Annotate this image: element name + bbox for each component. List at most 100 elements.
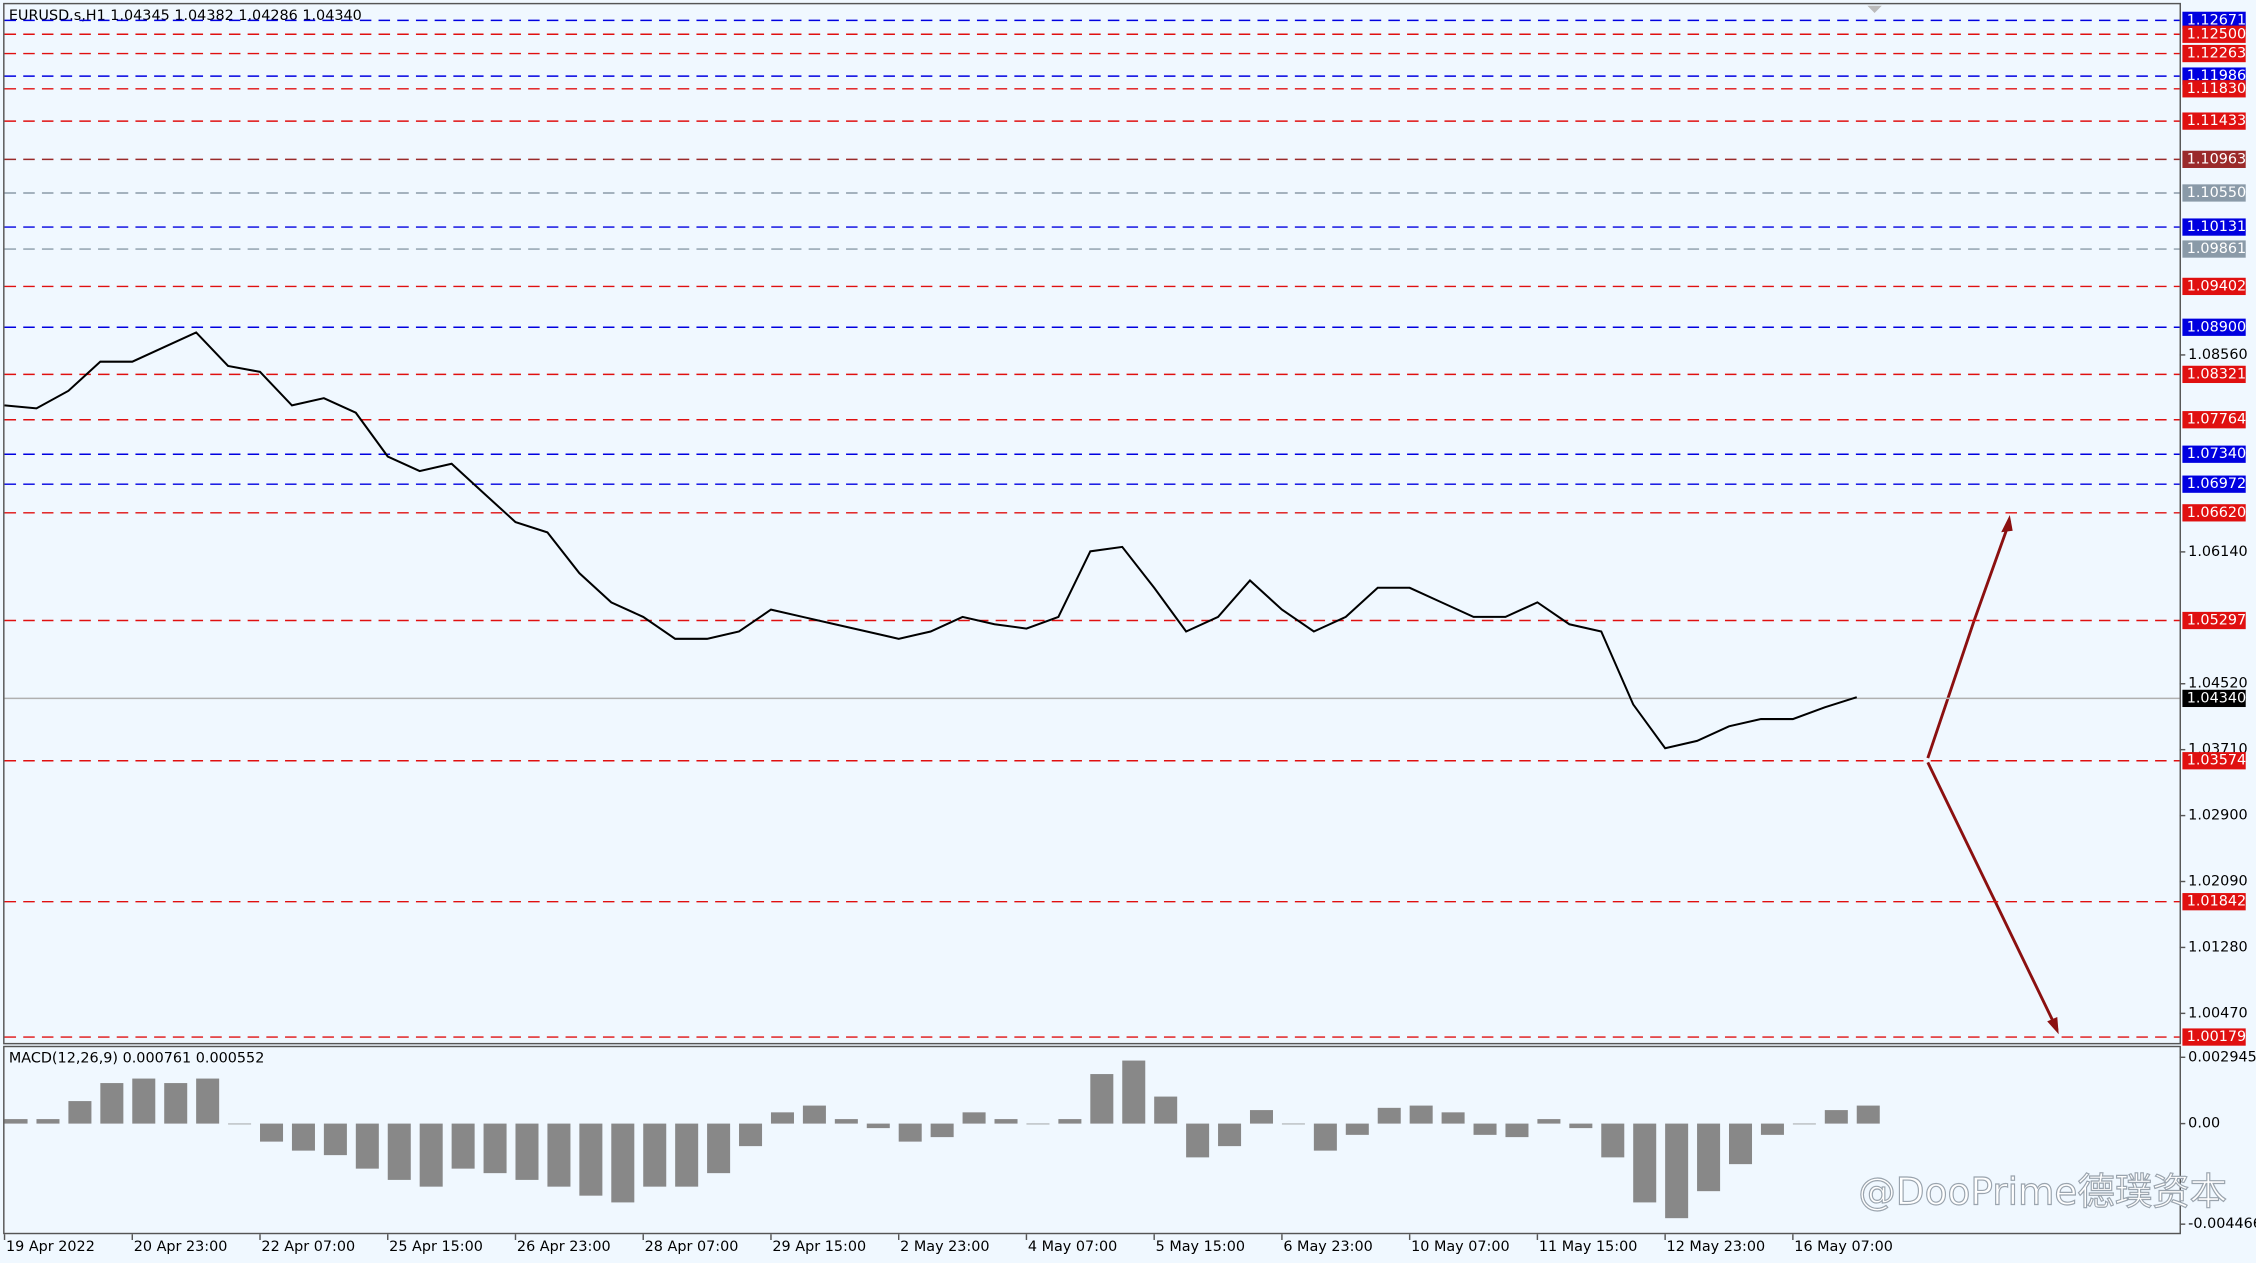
macd-bar [164, 1083, 188, 1124]
macd-bar [962, 1112, 986, 1124]
macd-bar [1249, 1110, 1274, 1124]
macd-bar [1697, 1123, 1721, 1192]
macd-bar [866, 1123, 890, 1129]
macd-bar [1186, 1123, 1210, 1158]
y-tick-label: -0.004466 [2188, 1216, 2256, 1232]
macd-bar [1058, 1119, 1082, 1124]
x-tick-label: 11 May 15:00 [1539, 1239, 1638, 1255]
level-label-box [2182, 752, 2246, 770]
macd-bar [387, 1123, 411, 1180]
macd-bar [1345, 1123, 1369, 1135]
macd-title: MACD(12,26,9) 0.000761 0.000552 [9, 1051, 265, 1067]
level-label: 1.07764 [2187, 412, 2246, 428]
level-label: 1.11830 [2187, 81, 2246, 97]
macd-bar [68, 1101, 92, 1124]
x-tick-label: 10 May 07:00 [1411, 1239, 1510, 1255]
down-arrowhead [2047, 1017, 2059, 1035]
macd-bar [1409, 1105, 1433, 1124]
level-label: 1.12671 [2187, 12, 2246, 28]
x-tick-label: 29 Apr 15:00 [772, 1239, 866, 1255]
macd-bar [1473, 1123, 1497, 1135]
macd-bar [1601, 1123, 1625, 1158]
y-tick-label: 0.002945 [2188, 1049, 2256, 1065]
level-label: 1.09402 [2187, 278, 2246, 294]
level-label-box [2182, 240, 2246, 258]
level-label: 1.07340 [2187, 446, 2246, 462]
x-tick-label: 26 Apr 23:00 [517, 1239, 611, 1255]
x-tick-label: 25 Apr 15:00 [389, 1239, 483, 1255]
macd-bar [675, 1123, 699, 1187]
level-label-box [2182, 184, 2246, 202]
macd-bar [1154, 1096, 1178, 1124]
macd-bar [1281, 1123, 1305, 1125]
level-label-box [2182, 504, 2246, 522]
macd-bar [1090, 1074, 1114, 1124]
level-label: 1.03574 [2187, 753, 2246, 769]
macd-bar [515, 1123, 539, 1180]
macd-bar [994, 1119, 1018, 1124]
macd-bar [770, 1112, 794, 1124]
x-tick-label: 20 Apr 23:00 [134, 1239, 228, 1255]
x-tick-label: 5 May 15:00 [1156, 1239, 1245, 1255]
macd-bar [1122, 1060, 1146, 1124]
macd-bar [1729, 1123, 1753, 1165]
macd-bar [1633, 1123, 1657, 1203]
level-label: 1.05297 [2187, 613, 2246, 629]
macd-bar [1792, 1123, 1816, 1125]
macd-bar [1026, 1123, 1050, 1125]
macd-bar [1537, 1119, 1561, 1124]
level-label: 1.01842 [2187, 894, 2246, 910]
up-arrowhead [2001, 514, 2013, 533]
macd-bar [707, 1123, 731, 1174]
level-label-box [2182, 25, 2246, 43]
level-label: 1.08321 [2187, 366, 2246, 382]
macd-bar [451, 1123, 475, 1169]
y-tick-label: 1.08560 [2188, 347, 2247, 363]
level-label-box [2182, 445, 2246, 463]
macd-bar [1505, 1123, 1529, 1138]
level-label: 1.10131 [2187, 219, 2246, 235]
macd-bar [228, 1123, 252, 1125]
level-label-box [2182, 893, 2246, 911]
down-arrow [1926, 761, 2059, 1031]
macd-bar [1313, 1123, 1337, 1151]
macd-panel-frame [3, 1045, 2181, 1235]
level-label-box [2182, 218, 2246, 236]
x-tick-label: 4 May 07:00 [1028, 1239, 1117, 1255]
macd-bar [4, 1119, 28, 1124]
current-price-box [2182, 689, 2246, 708]
level-label: 1.10550 [2187, 185, 2246, 201]
x-tick-label: 12 May 23:00 [1667, 1239, 1766, 1255]
macd-bar [323, 1123, 347, 1156]
macd-bar [1377, 1107, 1401, 1124]
macd-bar [579, 1123, 603, 1196]
y-tick-label: 0.00 [2188, 1116, 2220, 1132]
macd-bar [196, 1078, 220, 1124]
macd-bar [611, 1123, 635, 1203]
macd-bar [1218, 1123, 1242, 1147]
macd-bar [547, 1123, 571, 1187]
level-label-box [2182, 80, 2246, 98]
x-tick-label: 22 Apr 07:00 [261, 1239, 355, 1255]
level-label: 1.00179 [2187, 1029, 2246, 1045]
level-label: 1.09861 [2187, 241, 2246, 257]
level-label-box [2182, 611, 2246, 630]
level-label-box [2182, 318, 2246, 336]
macd-bar [834, 1119, 858, 1124]
level-label-box [2182, 365, 2246, 384]
macd-bar [930, 1123, 954, 1138]
x-tick-label: 28 Apr 07:00 [645, 1239, 739, 1255]
current-price-label: 1.04340 [2187, 690, 2246, 706]
macd-bar [36, 1119, 60, 1124]
macd-bar [100, 1083, 124, 1124]
x-tick-label: 16 May 07:00 [1794, 1239, 1893, 1255]
x-tick-label: 2 May 23:00 [900, 1239, 989, 1255]
macd-bar [898, 1123, 922, 1142]
macd-bar [260, 1123, 284, 1142]
macd-bar [643, 1123, 667, 1187]
scenario-arrows [1926, 520, 2059, 1031]
macd-bar [355, 1123, 379, 1169]
y-tick-label: 1.06140 [2188, 544, 2247, 560]
y-tick-label: 1.02900 [2188, 808, 2247, 824]
